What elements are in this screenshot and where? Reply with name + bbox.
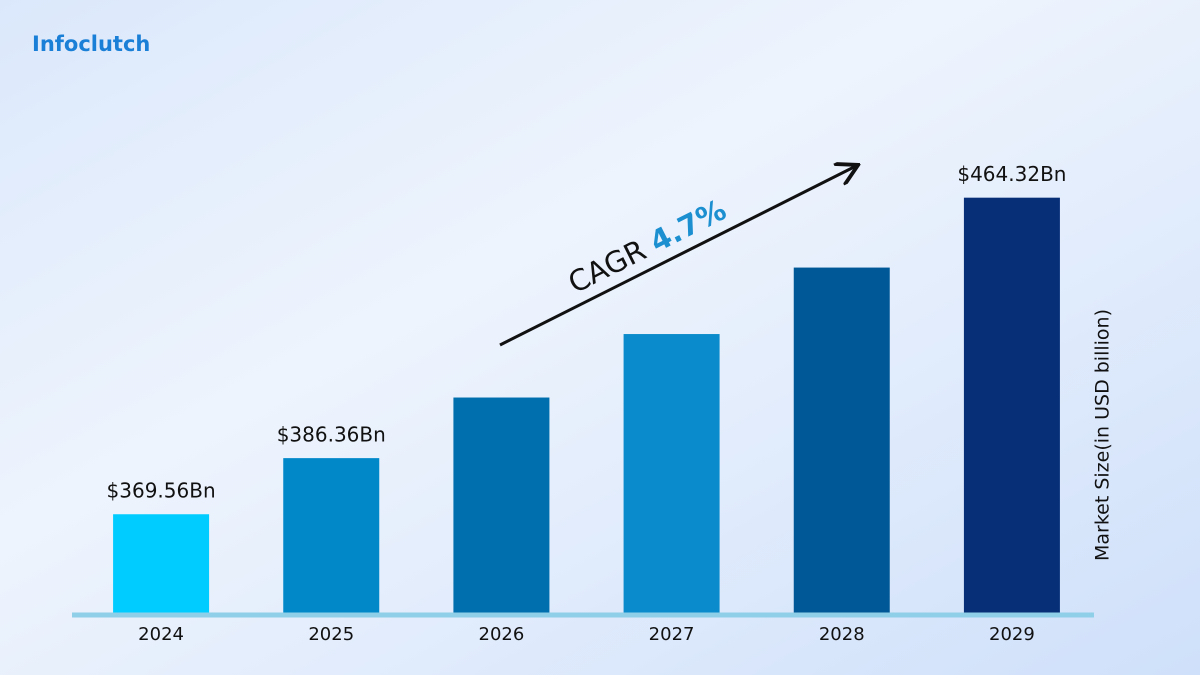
x-tick-label: 2025: [308, 624, 354, 645]
value-label: $369.56Bn: [107, 479, 216, 503]
bar: [623, 334, 720, 613]
x-tick-label: 2027: [649, 624, 695, 645]
x-tick-label: 2024: [138, 624, 184, 645]
y-axis-label: Market Size(in USD billion): [1092, 309, 1114, 561]
bar: [963, 197, 1060, 613]
cagr-arrow: [499, 166, 856, 347]
x-tick-label: 2029: [989, 624, 1035, 645]
x-tick-label: 2028: [819, 624, 865, 645]
value-label: $464.32Bn: [957, 162, 1066, 186]
brand-logo: Infoclutch: [32, 32, 150, 56]
bar: [793, 267, 890, 613]
bar: [113, 514, 210, 613]
bar: [283, 458, 380, 613]
bar: [453, 397, 550, 613]
x-tick-label: 2026: [479, 624, 525, 645]
value-label: $386.36Bn: [277, 423, 386, 447]
